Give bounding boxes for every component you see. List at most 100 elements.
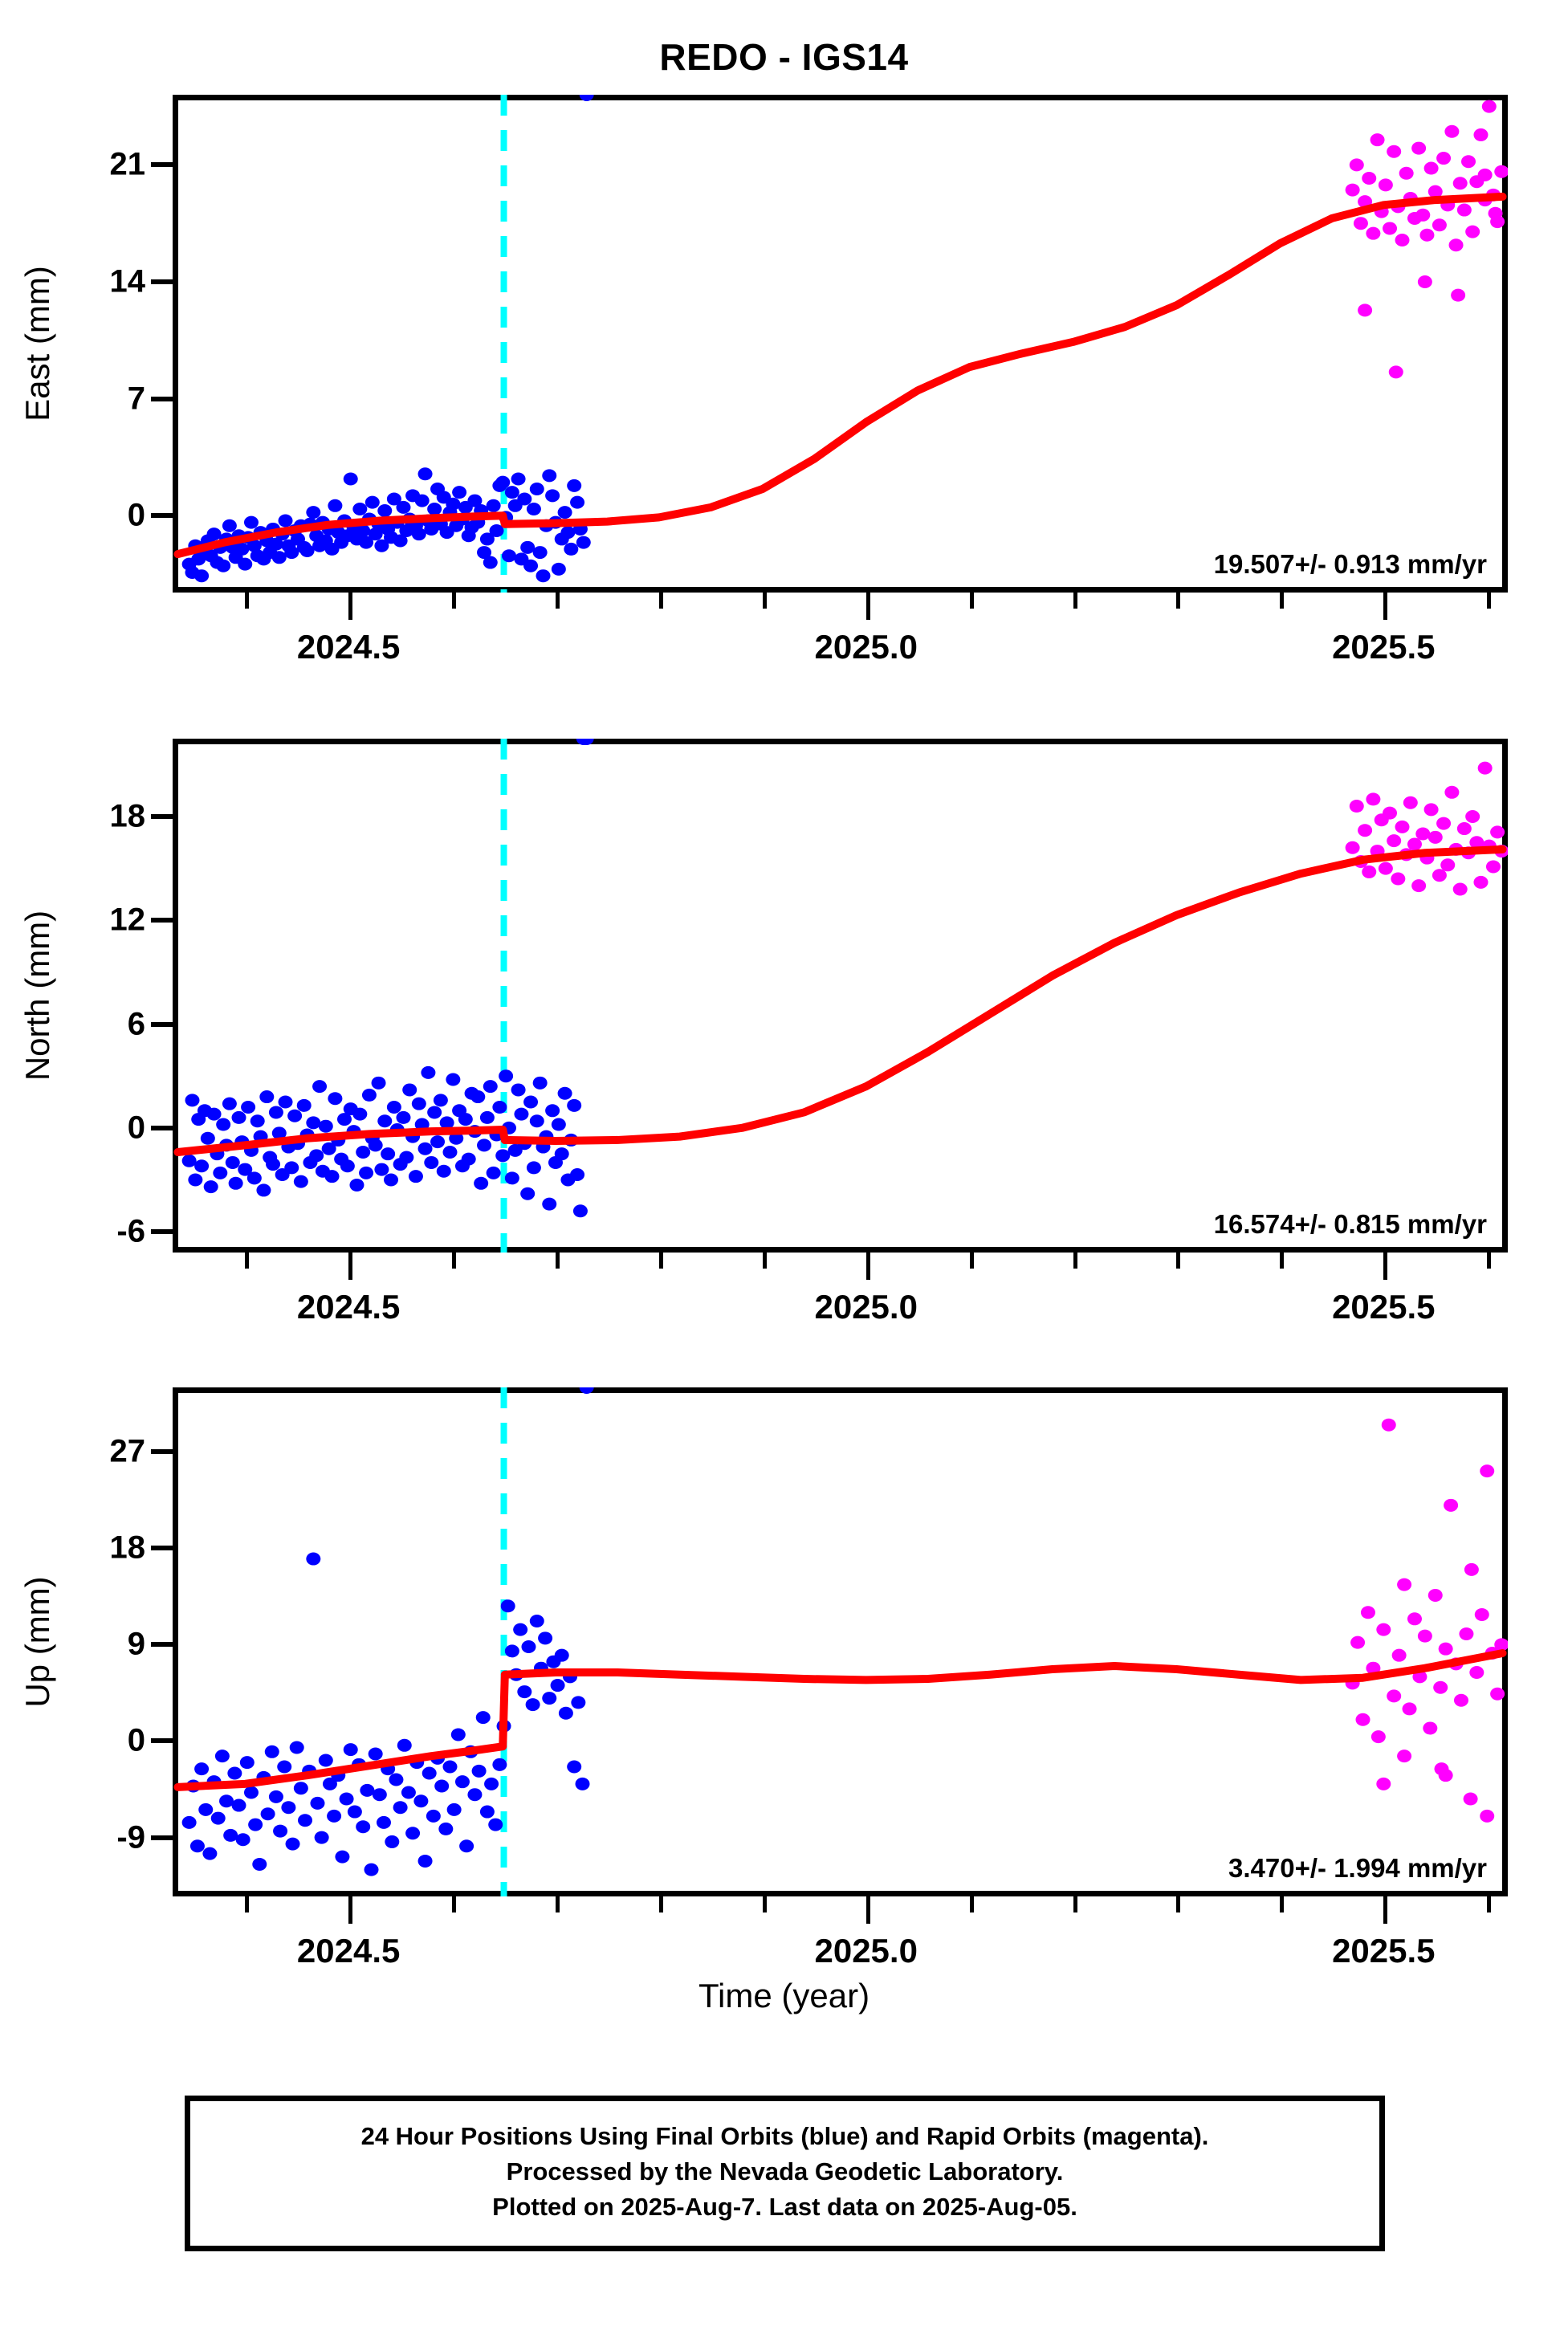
data-point bbox=[1490, 825, 1505, 839]
data-point bbox=[181, 1815, 197, 1829]
data-point bbox=[1432, 218, 1447, 232]
data-point bbox=[386, 492, 401, 506]
panel-east-plot bbox=[173, 95, 1508, 593]
data-point bbox=[421, 1065, 436, 1079]
data-point bbox=[1423, 1721, 1438, 1735]
data-point bbox=[206, 1107, 222, 1121]
data-point bbox=[389, 1773, 404, 1786]
data-point bbox=[314, 1831, 329, 1844]
panel-north-rate: 16.574+/- 0.815 mm/yr bbox=[1213, 1209, 1487, 1239]
data-point bbox=[1427, 185, 1443, 198]
data-point bbox=[417, 467, 433, 481]
data-point bbox=[377, 504, 393, 518]
x-tick-mark-minor bbox=[1176, 1896, 1181, 1912]
data-point bbox=[293, 1782, 308, 1795]
data-point bbox=[427, 502, 442, 515]
data-point bbox=[327, 1809, 342, 1823]
data-point bbox=[336, 1113, 352, 1126]
y-tick-label: 0 bbox=[127, 1110, 145, 1146]
data-point bbox=[219, 1794, 234, 1808]
data-point bbox=[1387, 145, 1402, 158]
data-point bbox=[1378, 178, 1393, 192]
data-point bbox=[1381, 1418, 1396, 1432]
caption-line-3: Plotted on 2025-Aug-7. Last data on 2025… bbox=[492, 2193, 1077, 2222]
data-point bbox=[1397, 1750, 1412, 1763]
y-tick-label: 6 bbox=[127, 1006, 145, 1042]
data-point bbox=[356, 1146, 371, 1159]
x-tick-mark-minor bbox=[1176, 593, 1181, 609]
data-point bbox=[1469, 836, 1485, 849]
data-point bbox=[328, 1092, 343, 1106]
data-point bbox=[467, 494, 483, 507]
data-point bbox=[285, 1837, 300, 1851]
data-point bbox=[1423, 161, 1439, 175]
data-point bbox=[1349, 800, 1364, 813]
x-tick-mark-minor bbox=[658, 593, 663, 609]
data-point bbox=[1358, 303, 1373, 317]
y-tick-mark bbox=[151, 1125, 173, 1130]
data-point bbox=[268, 1106, 283, 1119]
data-point bbox=[281, 1801, 296, 1815]
data-point bbox=[1473, 128, 1489, 141]
data-point bbox=[228, 1176, 243, 1190]
data-point bbox=[430, 1135, 446, 1149]
data-point bbox=[1366, 1661, 1381, 1675]
data-point bbox=[564, 542, 579, 556]
data-point bbox=[1362, 865, 1377, 878]
x-tick-mark-minor bbox=[1280, 1253, 1285, 1269]
x-tick-label: 2025.0 bbox=[814, 1288, 918, 1326]
x-tick-mark-minor bbox=[658, 1896, 663, 1912]
data-point bbox=[446, 1073, 461, 1086]
y-tick-mark bbox=[151, 513, 173, 519]
data-point bbox=[486, 499, 501, 512]
data-point bbox=[271, 551, 287, 564]
data-point bbox=[1399, 166, 1414, 180]
x-tick-mark-minor bbox=[1073, 1253, 1077, 1269]
data-point bbox=[1395, 234, 1410, 247]
data-point bbox=[417, 1854, 433, 1868]
data-point bbox=[1438, 1642, 1453, 1656]
x-tick-mark-minor bbox=[555, 1253, 560, 1269]
data-point bbox=[1485, 860, 1501, 874]
x-tick-mark-minor bbox=[245, 1253, 250, 1269]
x-tick-mark-minor bbox=[969, 1253, 974, 1269]
x-tick-mark-minor bbox=[1487, 1896, 1492, 1912]
data-point bbox=[454, 1775, 470, 1789]
data-point bbox=[238, 557, 253, 571]
data-point bbox=[1456, 203, 1472, 217]
data-point bbox=[347, 1805, 362, 1819]
y-tick-label: 0 bbox=[127, 1722, 145, 1758]
x-tick-mark-minor bbox=[969, 1896, 974, 1912]
data-point bbox=[526, 502, 541, 515]
data-point bbox=[222, 519, 237, 532]
data-point bbox=[479, 1110, 495, 1124]
data-point bbox=[526, 1161, 541, 1175]
data-point bbox=[572, 1204, 588, 1218]
y-tick-mark bbox=[151, 1546, 173, 1551]
data-point bbox=[381, 1147, 396, 1161]
data-point bbox=[278, 1095, 293, 1109]
data-point bbox=[1480, 1809, 1495, 1823]
data-point bbox=[438, 1822, 454, 1835]
data-point bbox=[243, 1786, 259, 1799]
data-point bbox=[1427, 830, 1443, 844]
data-point bbox=[529, 483, 544, 496]
x-tick-mark-minor bbox=[555, 1896, 560, 1912]
data-point bbox=[439, 1116, 454, 1130]
data-point bbox=[1383, 222, 1398, 235]
data-point bbox=[474, 1176, 489, 1190]
data-point bbox=[1366, 226, 1381, 240]
data-point bbox=[248, 1818, 263, 1831]
model-curve bbox=[173, 845, 1507, 1157]
panel-up-plot bbox=[173, 1387, 1508, 1896]
data-point bbox=[309, 1149, 324, 1163]
data-point bbox=[256, 1183, 271, 1197]
panel-east-frame bbox=[173, 95, 1508, 593]
data-point bbox=[1463, 1792, 1478, 1806]
y-tick-label: -9 bbox=[116, 1819, 145, 1855]
data-point bbox=[511, 1083, 526, 1097]
data-point bbox=[571, 1696, 586, 1709]
data-point bbox=[523, 559, 539, 572]
data-point bbox=[558, 1706, 573, 1720]
data-point bbox=[459, 1839, 474, 1853]
